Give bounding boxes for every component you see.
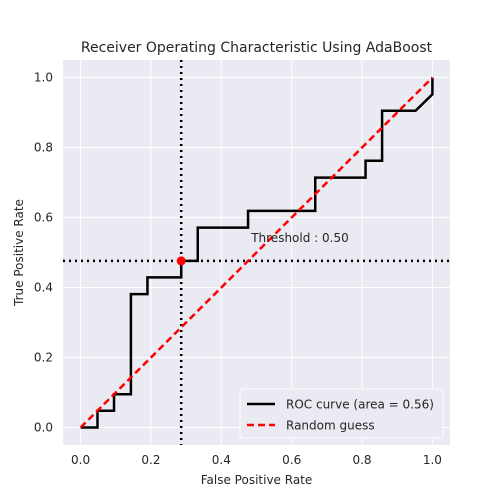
x-tick-label: 0.6 <box>282 453 301 467</box>
x-tick-labels: 0.0 0.2 0.4 0.6 0.8 1.0 <box>71 453 442 467</box>
series-lines <box>79 76 434 429</box>
legend-box <box>239 388 444 439</box>
x-tick-label: 0.0 <box>71 453 90 467</box>
x-axis-label: False Positive Rate <box>201 473 313 487</box>
random-guess-line <box>79 76 434 429</box>
y-tick-label: 0.0 <box>34 421 53 435</box>
y-tick-labels: 0.0 0.2 0.4 0.6 0.8 1.0 <box>34 71 53 435</box>
y-tick-label: 0.4 <box>34 281 53 295</box>
x-tick-label: 0.4 <box>212 453 231 467</box>
threshold-label: Threshold : 0.50 <box>250 231 349 245</box>
y-tick-label: 0.6 <box>34 211 53 225</box>
x-tick-label: 0.8 <box>352 453 371 467</box>
y-tick-label: 1.0 <box>34 71 53 85</box>
x-tick-label: 0.2 <box>141 453 160 467</box>
threshold-marker <box>176 256 186 266</box>
roc-curve-line <box>80 77 434 429</box>
threshold-guides <box>63 60 450 445</box>
y-axis-label: True Positive Rate <box>12 199 26 307</box>
legend-entry-roc: ROC curve (area = 0.56) <box>286 398 434 412</box>
chart-title: Receiver Operating Characteristic Using … <box>81 40 433 56</box>
legend: ROC curve (area = 0.56) Random guess <box>239 388 444 439</box>
y-tick-label: 0.2 <box>34 351 53 365</box>
y-tick-label: 0.8 <box>34 141 53 155</box>
legend-entry-random: Random guess <box>286 419 375 433</box>
x-tick-label: 1.0 <box>423 453 442 467</box>
